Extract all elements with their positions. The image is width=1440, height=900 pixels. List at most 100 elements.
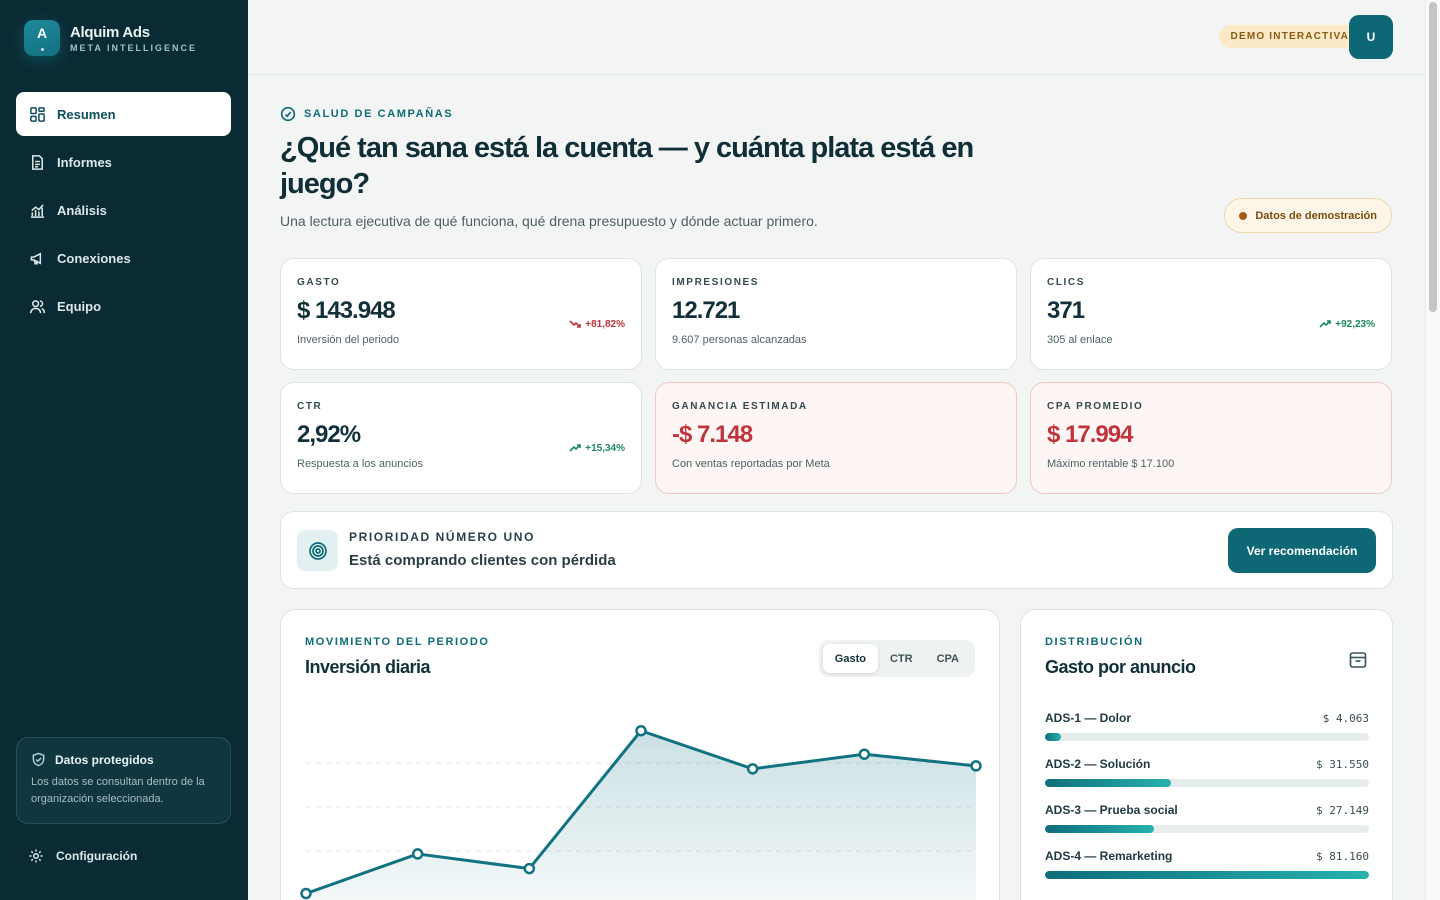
users-icon (28, 297, 46, 315)
spend-by-ad-card: DISTRIBUCIÓN Gasto por anuncio ADS-1 — D… (1020, 609, 1393, 900)
gear-icon (29, 849, 43, 863)
status-dot (1239, 211, 1248, 220)
chart-area (306, 730, 976, 900)
kpi-value: -$ 7.148 (672, 421, 753, 448)
kpi-label: CLICS (1047, 277, 1085, 288)
ad-name: ADS-3 — Prueba social (1045, 803, 1178, 817)
kpi-note: 305 al enlace (1047, 334, 1113, 346)
chart-point[interactable] (746, 763, 759, 775)
chart-point[interactable] (635, 724, 647, 737)
kpi-card-clics: CLICS 371 305 al enlace +92,23% (1030, 258, 1392, 370)
section-eyebrow: SALUD DE CAMPAÑAS (280, 106, 453, 122)
brand-logo: A (24, 20, 60, 56)
kpi-card-ctr: CTR 2,92% Respuesta a los anuncios +15,34% (280, 382, 642, 494)
chart-point[interactable] (300, 887, 312, 900)
scrollbar[interactable] (1425, 0, 1440, 900)
ad-spend-track (1045, 779, 1369, 787)
top-bar: DEMO INTERACTIVA U (248, 0, 1425, 75)
kpi-delta: +92,23% (1319, 318, 1375, 330)
kpi-delta: +15,34% (569, 442, 625, 454)
ad-name: ADS-4 — Remarketing (1045, 849, 1173, 863)
kpi-label: CPA PROMEDIO (1047, 401, 1144, 412)
brand[interactable]: A Alquim Ads META INTELLIGENCE (24, 20, 197, 56)
trend-up-icon (1319, 320, 1332, 328)
ad-spend-bar (1045, 733, 1062, 741)
ad-spend-value: $ 31.550 (1316, 758, 1369, 771)
brand-subtitle: META INTELLIGENCE (70, 42, 197, 53)
kpi-label: IMPRESIONES (672, 277, 760, 288)
brand-name: Alquim Ads (70, 23, 150, 41)
tab-cpa[interactable]: CPA (936, 652, 959, 665)
kpi-card-gasto: GASTO $ 143.948 Inversión del periodo +81,8… (280, 258, 642, 370)
view-recommendation-button[interactable]: Ver recomendación (1228, 528, 1376, 573)
sidebar-item-equipo[interactable]: Equipo (16, 284, 231, 328)
chart-point[interactable] (970, 760, 982, 772)
kpi-note: Inversión del periodo (297, 334, 400, 346)
chart-point[interactable] (523, 862, 536, 875)
trend-up-icon (569, 444, 582, 452)
demo-mode-pill: DEMO INTERACTIVA (1218, 25, 1361, 48)
chart-point[interactable] (858, 748, 871, 760)
ad-spend-value: $ 81.160 (1316, 850, 1369, 863)
dashboard-icon (28, 105, 46, 123)
tab-ctr[interactable]: CTR (889, 652, 913, 665)
ad-spend-track (1045, 825, 1369, 833)
card-title: Inversión diaria (305, 657, 431, 677)
ad-spend-track (1045, 733, 1369, 741)
kpi-card-ganancia-estimada: GANANCIA ESTIMADA -$ 7.148 Con ventas repo… (655, 382, 1017, 494)
scrollbar-thumb[interactable] (1429, 2, 1437, 312)
priority-title: Está comprando clientes con pérdida (349, 552, 616, 569)
settings-label: Configuración (56, 849, 138, 863)
page-title: ¿Qué tan sana está la cuenta — y cuánta … (280, 132, 974, 200)
sidebar-item-informes[interactable]: Informes (16, 140, 231, 184)
ad-spend-track (1045, 871, 1369, 879)
protect-text: Los datos se consultan dentro de la orga… (31, 776, 205, 805)
kpi-value: $ 143.948 (297, 297, 396, 324)
card-eyebrow: DISTRIBUCIÓN (1045, 636, 1144, 648)
sidebar-item-label: Análisis (57, 202, 107, 218)
protect-title: Datos protegidos (55, 752, 154, 767)
gauge-icon (280, 106, 296, 122)
ad-spend-row[interactable]: ADS-2 — Solución $ 31.550 (1045, 757, 1369, 787)
metric-tabs: Gasto CTR CPA (818, 640, 975, 677)
priority-banner: PRIORIDAD NÚMERO UNO Está comprando clie… (280, 511, 1393, 589)
inbox-icon[interactable] (1348, 650, 1368, 670)
kpi-value: 371 (1047, 297, 1085, 324)
chart-point[interactable] (411, 848, 424, 860)
kpi-label: GANANCIA ESTIMADA (672, 401, 808, 412)
sidebar-item-analisis[interactable]: Análisis (16, 188, 231, 232)
kpi-label: CTR (297, 401, 323, 412)
settings-link[interactable]: Configuración (28, 848, 137, 864)
tab-gasto[interactable]: Gasto (822, 644, 878, 673)
ad-spend-value: $ 4.063 (1322, 712, 1369, 725)
sidebar-item-resumen[interactable]: Resumen (16, 92, 231, 136)
ad-name: ADS-2 — Solución (1045, 757, 1151, 771)
ad-spend-bar (1045, 825, 1154, 833)
kpi-value: 2,92% (297, 421, 361, 448)
page-subtitle: Una lectura ejecutiva de qué funciona, q… (280, 213, 818, 229)
sidebar-item-label: Conexiones (57, 250, 131, 266)
sidebar-item-conexiones[interactable]: Conexiones (16, 236, 231, 280)
ad-spend-value: $ 27.149 (1316, 804, 1369, 817)
megaphone-icon (28, 249, 46, 267)
document-icon (28, 153, 46, 171)
sidebar-item-label: Equipo (57, 298, 102, 314)
trend-down-icon (569, 320, 582, 328)
ad-spend-row[interactable]: ADS-4 — Remarketing $ 81.160 (1045, 849, 1369, 879)
kpi-note: Respuesta a los anuncios (297, 458, 423, 470)
data-protected-notice: Datos protegidos Los datos se consultan … (16, 737, 231, 824)
kpi-value: 12.721 (672, 297, 740, 324)
kpi-card-impresiones: IMPRESIONES 12.721 9.607 personas alcanzad… (655, 258, 1017, 370)
kpi-delta: +81,82% (569, 318, 625, 330)
ad-name: ADS-1 — Dolor (1045, 711, 1132, 725)
ad-spend-row[interactable]: ADS-3 — Prueba social $ 27.149 (1045, 803, 1369, 833)
kpi-value: $ 17.994 (1047, 421, 1133, 448)
kpi-label: GASTO (297, 277, 341, 288)
spend-chart (300, 724, 982, 900)
avatar[interactable]: U (1349, 15, 1393, 59)
ad-spend-row[interactable]: ADS-1 — Dolor $ 4.063 (1045, 711, 1369, 741)
kpi-note: Máximo rentable $ 17.100 (1047, 458, 1175, 470)
sidebar-item-label: Informes (57, 154, 112, 170)
sidebar-item-label: Resumen (57, 106, 116, 122)
ad-spend-bar (1045, 779, 1172, 787)
